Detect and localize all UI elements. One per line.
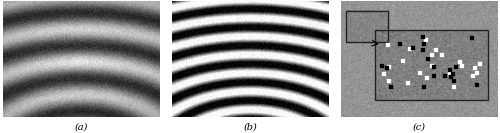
Point (385, 80, 393, 82)
Point (450, 80, 458, 82)
Point (419, 49, 427, 51)
Point (469, 75, 477, 77)
Point (456, 61, 464, 63)
Point (448, 73, 456, 75)
Text: (b): (b) (243, 123, 257, 132)
Point (471, 67, 479, 69)
Point (438, 54, 446, 57)
Point (468, 37, 476, 39)
Point (446, 72, 454, 74)
Point (424, 58, 432, 61)
Point (420, 43, 428, 45)
Text: (c): (c) (412, 123, 426, 132)
Point (380, 73, 388, 75)
Point (420, 86, 428, 88)
Point (473, 72, 481, 74)
Point (419, 36, 427, 38)
Point (474, 84, 482, 86)
Point (430, 74, 438, 77)
Point (423, 77, 431, 80)
Point (476, 63, 484, 65)
Point (406, 48, 414, 50)
Point (378, 65, 386, 67)
Point (441, 75, 449, 78)
Point (452, 66, 460, 68)
Point (448, 76, 456, 78)
Point (430, 66, 438, 68)
Point (387, 86, 395, 88)
Point (385, 66, 393, 68)
Point (384, 44, 392, 46)
Point (399, 60, 407, 62)
Point (416, 72, 424, 74)
Point (428, 65, 436, 67)
Bar (376, 30, 488, 100)
Point (404, 82, 412, 84)
Point (432, 49, 440, 51)
Point (428, 54, 436, 56)
Point (446, 69, 454, 71)
Point (422, 39, 430, 41)
Point (383, 67, 391, 69)
Point (450, 86, 458, 88)
Bar (346, 11, 388, 42)
Point (396, 43, 404, 45)
Point (408, 47, 416, 49)
Point (458, 65, 466, 67)
Text: (a): (a) (74, 123, 88, 132)
